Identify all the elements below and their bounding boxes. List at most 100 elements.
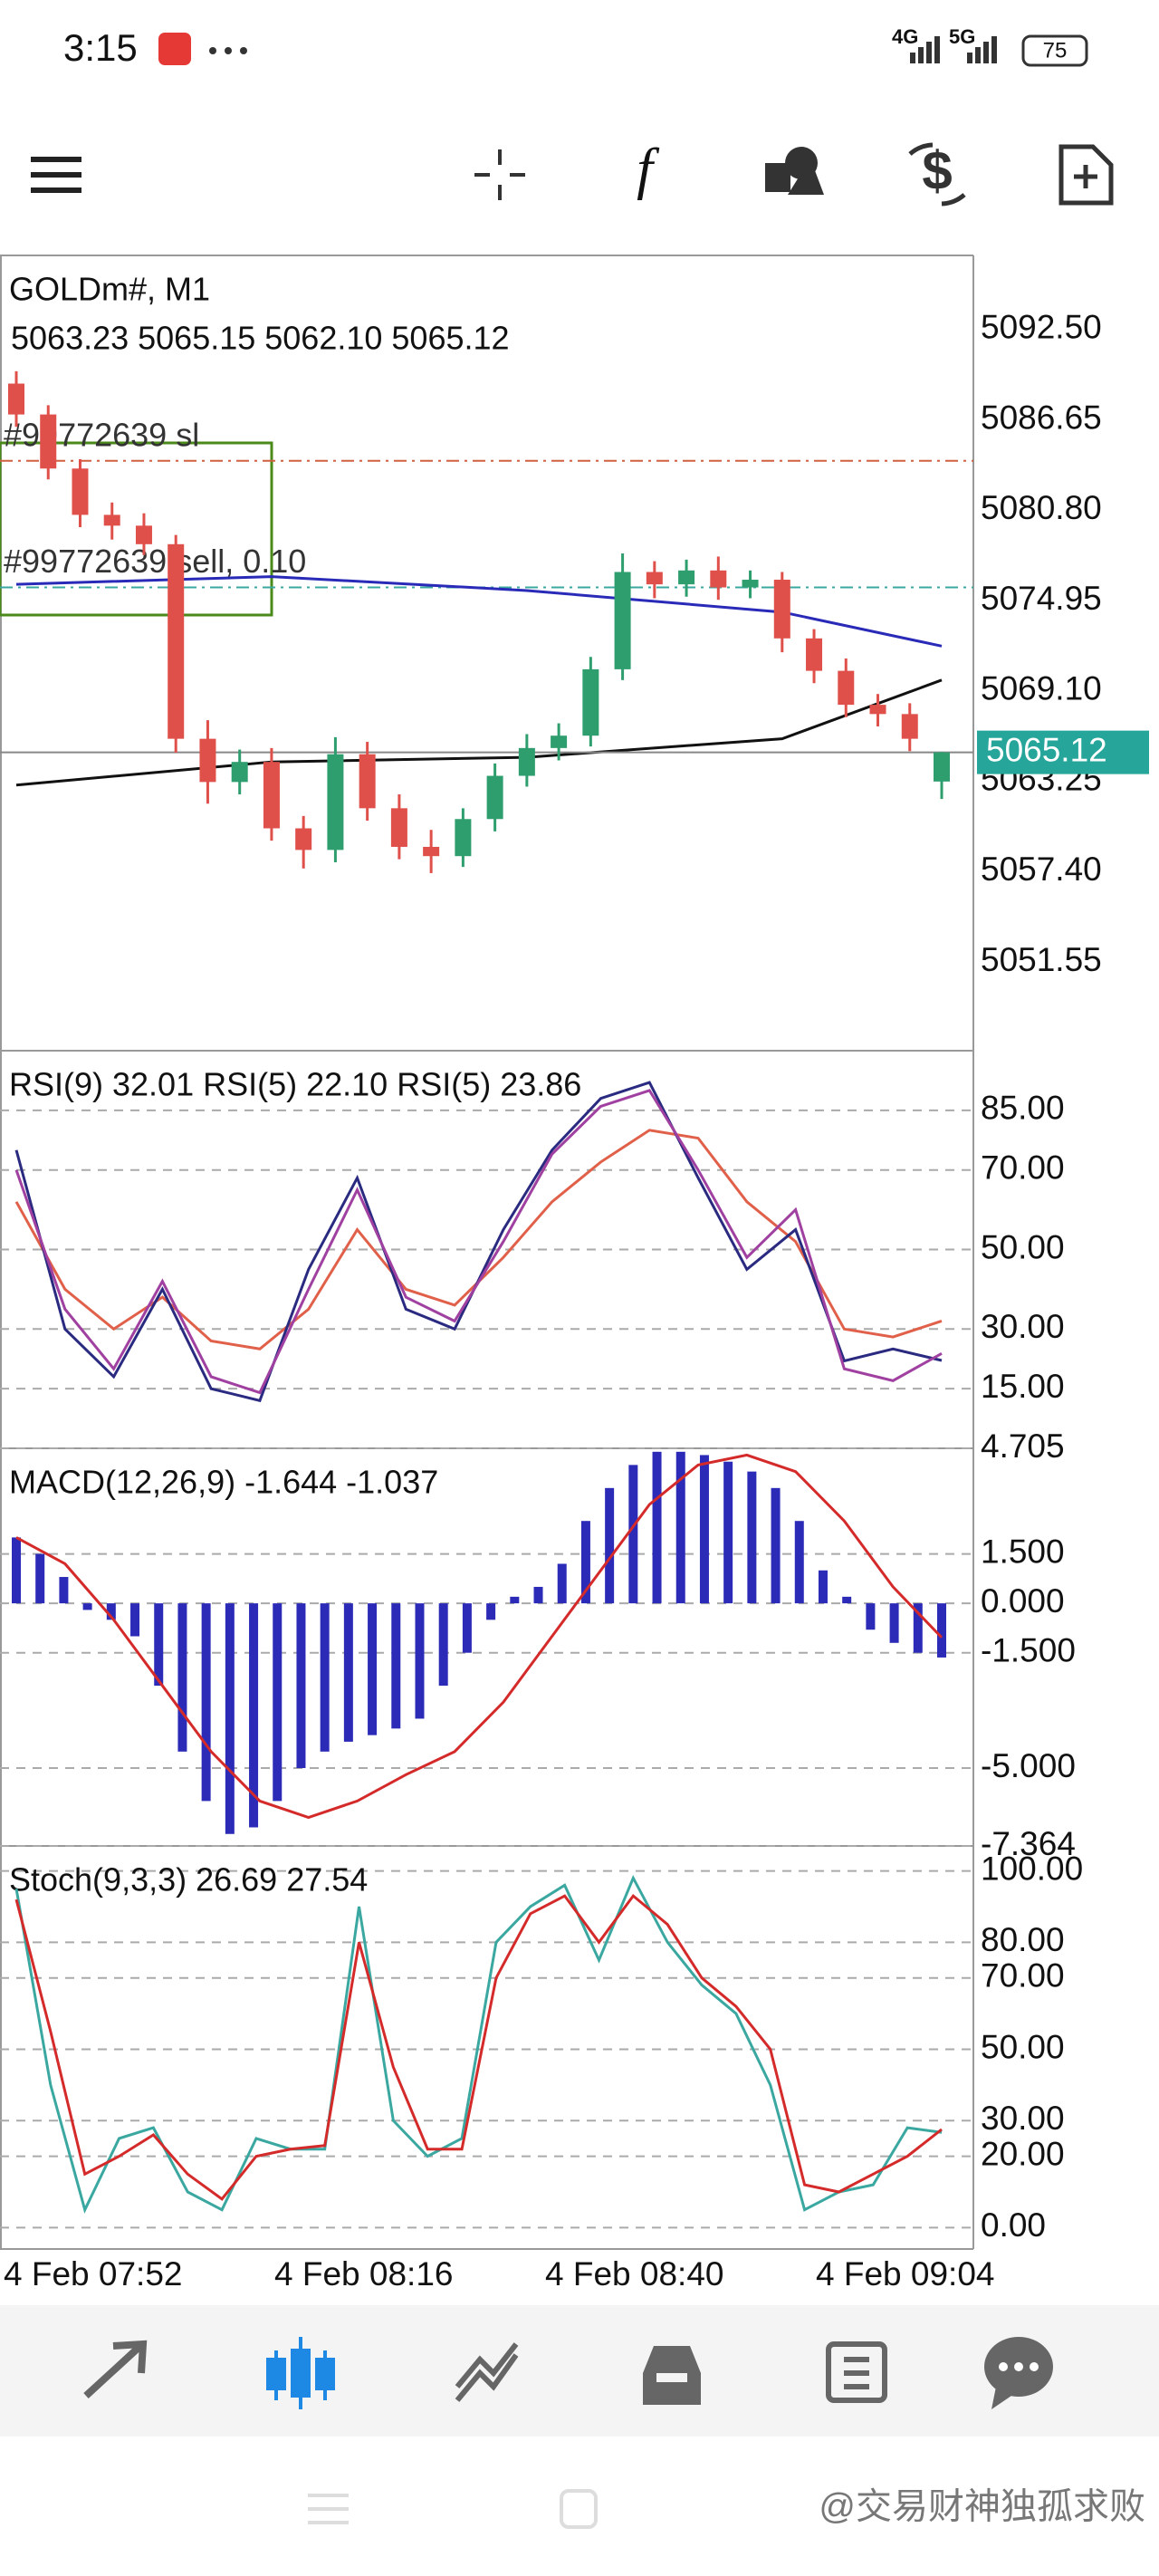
candle-body [838,670,855,706]
histogram-bar [462,1603,472,1653]
histogram-bar [59,1577,69,1604]
candle-body [135,525,152,544]
y-tick-label: 4.705 [981,1427,1065,1465]
histogram-bar [130,1603,140,1637]
histogram-bar [747,1471,757,1604]
signal-icon [910,36,940,63]
quotes-tab[interactable] [83,2340,148,2398]
y-tick-label: 15.00 [981,1368,1065,1405]
candle-body [551,735,568,748]
chart-tab[interactable] [266,2337,335,2409]
candle-body [103,514,120,526]
candle-body [168,543,185,739]
histogram-bar [177,1603,187,1752]
histogram-bar [82,1603,92,1610]
y-tick-label: 5057.40 [981,851,1102,888]
y-tick-label: -5.000 [981,1747,1076,1784]
panel-frame [0,255,974,2250]
network-label: 5G [949,25,975,48]
trade-tab[interactable] [455,2342,519,2402]
candle-body [934,752,950,782]
network-label: 4G [892,25,918,48]
status-time: 3:15 [63,26,138,69]
histogram-bar [866,1603,876,1630]
histogram-bar [415,1603,425,1719]
histogram-bar [343,1603,353,1742]
histogram-bar [818,1570,828,1604]
histogram-bar [533,1586,543,1604]
order-label: #99772639 sl [4,416,199,453]
y-tick-label: 1.500 [981,1533,1065,1570]
candle-body [518,747,535,776]
crosshair-button[interactable] [474,149,525,200]
indicators-button[interactable]: f [637,137,660,201]
candle-body [806,638,823,671]
candle-body [614,572,631,669]
candle-body [486,775,503,820]
histogram-bar [201,1603,211,1802]
histogram-bar [580,1521,590,1604]
time-label: 4 Feb 08:40 [545,2255,723,2292]
indicator-line [14,1129,943,1350]
histogram-bar [913,1603,923,1653]
candle-body [742,580,759,588]
candle-body [423,846,440,857]
y-tick-label: 5086.65 [981,399,1102,436]
candle-body [901,714,918,739]
time-label: 4 Feb 08:16 [274,2255,453,2292]
news-tab[interactable] [826,2341,887,2403]
histogram-bar [699,1455,709,1604]
candle-body [773,580,790,639]
y-tick-label: 20.00 [981,2135,1065,2172]
candle-body [390,808,407,847]
y-tick-label: -7.364 [981,1825,1076,1862]
messages-tab[interactable] [984,2337,1053,2409]
candle-body [8,383,24,415]
y-tick-label: 5069.10 [981,670,1102,707]
candle-body [455,819,472,857]
candle-body [869,705,886,715]
time-label: 4 Feb 07:52 [4,2255,182,2292]
y-tick-label: 85.00 [981,1090,1065,1127]
menu-button[interactable] [31,157,81,193]
indicator-line [15,678,943,787]
histogram-bar [12,1537,21,1604]
y-tick-label: 5074.95 [981,580,1102,617]
price-badge [977,730,1149,774]
indicator-line [14,1089,943,1395]
y-tick-label: 50.00 [981,2028,1065,2065]
indicator-line [14,1874,943,2214]
panel-title: GOLDm#, M1 [9,271,210,308]
histogram-bar [106,1603,116,1620]
indicator-line [14,1081,943,1403]
panel-subtitle: 5063.23 5065.15 5062.10 5065.12 [11,320,510,357]
histogram-bar [296,1603,306,1769]
histogram-bar [438,1603,448,1687]
histogram-bar [154,1603,164,1687]
y-tick-label: 5092.50 [981,309,1102,346]
new-order-button[interactable] [1058,144,1114,206]
trade-button[interactable]: $ [908,140,966,207]
histogram-bar [771,1487,781,1604]
candle-body [582,668,599,736]
y-tick-label: 100.00 [981,1850,1083,1887]
candle-body [678,570,695,585]
history-tab[interactable] [643,2346,701,2405]
candle-body [72,468,89,515]
histogram-bar [35,1553,45,1604]
indicator-line [15,1453,943,1820]
histogram-bar [320,1603,330,1752]
battery-icon [1021,34,1088,67]
histogram-bar [249,1603,259,1828]
more-dots [209,47,247,54]
histogram-bar [842,1596,852,1604]
objects-button[interactable] [765,147,824,195]
indicator-line [15,575,943,648]
histogram-bar [675,1451,685,1604]
panel-title: Stoch(9,3,3) 26.69 27.54 [9,1861,368,1898]
y-tick-label: 0.00 [981,2206,1046,2244]
y-tick-label: 5080.80 [981,489,1102,526]
candle-body [359,754,376,809]
histogram-bar [391,1603,401,1729]
